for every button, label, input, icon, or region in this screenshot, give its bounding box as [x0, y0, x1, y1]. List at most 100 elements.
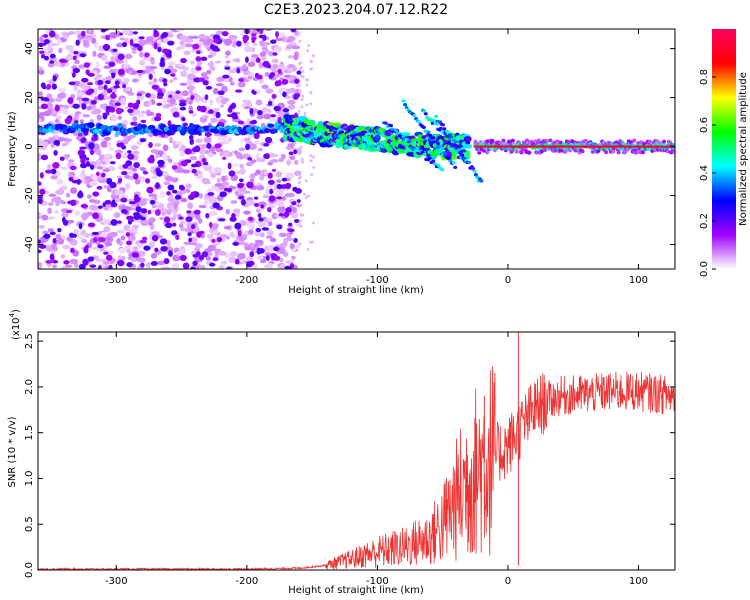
spectrogram-cell — [78, 64, 86, 69]
spectrogram-cell — [277, 117, 282, 124]
spectrogram-cell — [83, 246, 89, 254]
spectrogram-cell — [77, 149, 84, 157]
spectrogram-cell — [309, 154, 313, 158]
spectrogram-cell — [179, 70, 188, 78]
spectrogram-cell — [219, 233, 228, 239]
spectrogram-cell — [436, 142, 440, 146]
spectrogram-cell — [52, 162, 60, 169]
spectrogram-cell — [38, 131, 42, 135]
spectrogram-cell — [49, 30, 56, 38]
spectrogram-cell — [232, 241, 240, 246]
spectrogram-cell — [417, 120, 422, 124]
spectrogram-cell — [496, 145, 501, 148]
spectrogram-cell — [287, 142, 295, 149]
spectrogram-cell — [50, 142, 56, 148]
spectrogram-cell — [221, 139, 230, 145]
spectrogram-cell — [180, 160, 188, 167]
spectrogram-cell — [54, 209, 59, 214]
spectrogram-cell — [168, 158, 173, 163]
spectrogram-cell — [285, 172, 295, 179]
spectrogram-cell — [636, 145, 641, 148]
spectrogram-cell — [250, 57, 258, 63]
spectrogram-cell — [100, 140, 109, 148]
spectrogram-cell — [95, 159, 102, 165]
spectrogram-cell — [302, 192, 306, 196]
spectrogram-cell — [206, 233, 215, 239]
spectrogram-cell — [237, 230, 242, 237]
figure-title: C2E3.2023.204.07.12.R22 — [264, 2, 448, 18]
spectrogram-cell — [463, 144, 473, 149]
spectrogram-cell — [238, 147, 246, 152]
spectrogram-cell — [225, 50, 231, 56]
spectrogram-cell — [372, 147, 378, 152]
spectrogram-cell — [38, 181, 42, 186]
spectrogram-cell — [198, 218, 203, 224]
spectrogram-cell — [581, 145, 585, 148]
spectrogram-cell — [267, 172, 273, 179]
snr-x-ticks: -300 -200 -100 0 100 — [105, 332, 648, 587]
spectrogram-cell — [211, 223, 219, 229]
spectrogram-cell — [96, 77, 104, 82]
spectrogram-cell — [282, 108, 290, 113]
spectrogram-cell — [282, 240, 288, 247]
spectrogram-cell — [623, 145, 628, 148]
spectrogram-cell — [81, 230, 87, 235]
spectrogram-cell — [169, 193, 174, 201]
spectrogram-cell — [167, 120, 172, 127]
spectrogram-cell — [666, 149, 670, 154]
spectrogram-cell — [287, 104, 296, 110]
spectrogram-cell — [103, 65, 112, 69]
spectrogram-cell — [119, 37, 126, 41]
spectrogram-cell — [264, 153, 270, 160]
spectrogram-cell — [453, 165, 458, 169]
spectrogram-cell — [460, 146, 465, 150]
spectrogram-cell — [68, 81, 76, 86]
spectrogram-cell — [163, 82, 168, 87]
spectrogram-cell — [140, 110, 146, 114]
spectrogram-cell — [117, 247, 127, 254]
spectrogram-cell — [117, 115, 123, 120]
spectrogram-cell — [47, 207, 52, 214]
spectrogram-cell — [276, 179, 282, 183]
spectrogram-cell — [312, 221, 315, 225]
spectrogram-cell — [301, 160, 304, 164]
spectrogram-cell — [58, 47, 63, 54]
spectrogram-cell — [665, 145, 670, 148]
spectrogram-cell — [195, 138, 204, 143]
spectrogram-cell — [125, 160, 133, 166]
spectrogram-cell — [206, 69, 212, 75]
spectrogram-cell — [471, 167, 476, 171]
spectrogram-cell — [82, 40, 89, 47]
spectrogram-cell — [122, 155, 128, 159]
spectrogram-cell — [590, 149, 595, 154]
spectrogram-cell — [138, 39, 147, 47]
spectrogram-cell — [148, 217, 156, 223]
spectrogram-cell — [226, 266, 232, 269]
spectrogram-cell — [96, 148, 102, 156]
spectrogram-cell — [87, 122, 95, 128]
spectrogram-cell — [54, 104, 60, 112]
spectrogram-cell — [86, 29, 92, 33]
spectrogram-cell — [187, 232, 192, 237]
spectrogram-cell — [79, 53, 87, 58]
spectrogram-cell — [120, 235, 126, 241]
spectrogram-cell — [289, 243, 295, 250]
spectrogram-cell — [133, 121, 138, 127]
spectrogram-cell — [138, 200, 147, 207]
spectrogram-cell — [278, 63, 285, 70]
spectrogram-cell — [117, 259, 125, 267]
spectrogram-cell — [123, 87, 131, 92]
spectrogram-cell — [298, 175, 302, 179]
spectrogram-cell — [207, 244, 217, 251]
spectrogram-cell — [216, 236, 223, 243]
spectrogram-cell — [186, 73, 196, 81]
spectrogram-cell — [110, 55, 116, 63]
spectrogram-cell — [72, 67, 81, 74]
spectrogram-cell — [558, 145, 563, 148]
spectrogram-cell — [604, 150, 609, 155]
spectrogram-cell — [38, 112, 48, 117]
spectrogram-cell — [233, 66, 238, 73]
spectrogram-cell — [139, 239, 147, 244]
spectrogram-cell — [263, 113, 272, 120]
spectrogram-cell — [274, 37, 284, 42]
